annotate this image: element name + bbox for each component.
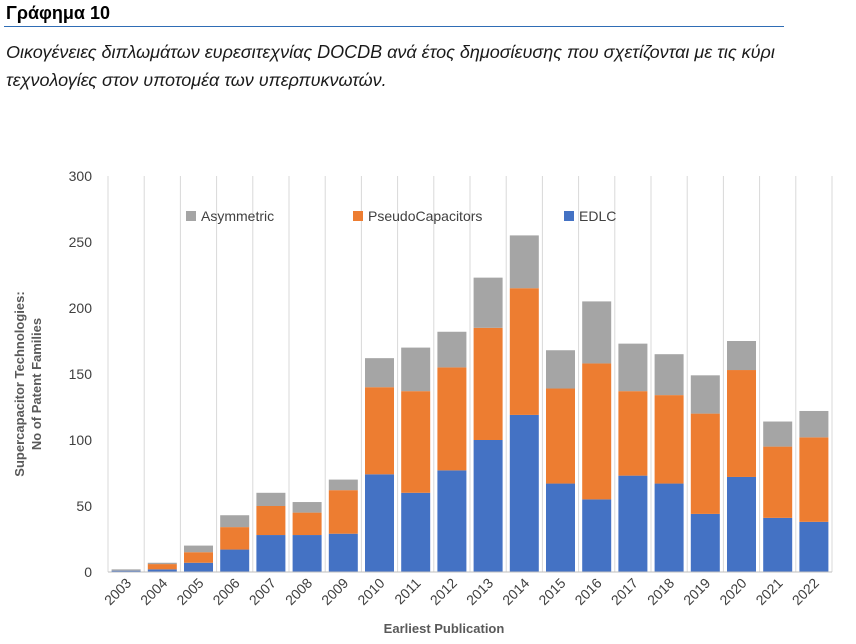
bar-edlc-2005 [184, 563, 213, 572]
x-tick-label-2013: 2013 [463, 575, 496, 608]
bar-edlc-2014 [510, 415, 539, 572]
bar-edlc-2006 [220, 550, 249, 572]
bar-edlc-2015 [546, 484, 575, 572]
bar-asymmetric-2021 [763, 422, 792, 447]
y-axis: 0 50 100 150 200 250 300 [69, 168, 93, 580]
legend-label-pseudocapacitors: PseudoCapacitors [368, 208, 482, 224]
bar-pseudocapacitors-2010 [365, 387, 394, 474]
bar-pseudocapacitors-2017 [618, 391, 647, 475]
bar-edlc-2021 [763, 518, 792, 572]
bar-asymmetric-2018 [655, 354, 684, 395]
x-tick-label-2018: 2018 [644, 575, 677, 608]
x-tick-label-2017: 2017 [608, 575, 641, 608]
y-axis-label-line-1: Supercapacitor Technologies: [12, 291, 27, 476]
legend-swatch-asymmetric [186, 211, 196, 221]
bar-asymmetric-2012 [437, 332, 466, 368]
bar-pseudocapacitors-2021 [763, 447, 792, 518]
bar-asymmetric-2017 [618, 344, 647, 392]
legend: Asymmetric PseudoCapacitors EDLC [186, 208, 616, 224]
x-tick-label-2021: 2021 [752, 575, 785, 608]
bar-pseudocapacitors-2015 [546, 389, 575, 484]
bar-edlc-2009 [329, 534, 358, 572]
legend-swatch-edlc [564, 211, 574, 221]
y-tick-label-200: 200 [69, 300, 93, 316]
bar-pseudocapacitors-2019 [691, 414, 720, 514]
bar-asymmetric-2006 [220, 515, 249, 527]
bar-edlc-2011 [401, 493, 430, 572]
y-tick-label-50: 50 [76, 498, 92, 514]
x-tick-label-2003: 2003 [101, 575, 134, 608]
bar-edlc-2019 [691, 514, 720, 572]
x-tick-label-2004: 2004 [137, 575, 170, 608]
bar-pseudocapacitors-2016 [582, 363, 611, 499]
bar-asymmetric-2003 [112, 569, 141, 570]
y-tick-label-150: 150 [69, 366, 93, 382]
x-tick-label-2009: 2009 [318, 575, 351, 608]
bar-edlc-2013 [474, 440, 503, 572]
x-tick-label-2011: 2011 [391, 575, 424, 608]
x-axis: 2003200420052006200720082009201020112012… [101, 572, 832, 608]
bar-pseudocapacitors-2018 [655, 395, 684, 483]
x-tick-label-2008: 2008 [282, 575, 315, 608]
bar-pseudocapacitors-2006 [220, 527, 249, 549]
bar-asymmetric-2019 [691, 375, 720, 413]
bar-edlc-2012 [437, 470, 466, 572]
y-tick-label-300: 300 [69, 168, 93, 184]
bar-pseudocapacitors-2009 [329, 490, 358, 534]
bar-edlc-2017 [618, 476, 647, 572]
bar-edlc-2016 [582, 499, 611, 572]
bar-pseudocapacitors-2014 [510, 288, 539, 415]
bar-asymmetric-2007 [256, 493, 285, 506]
legend-label-edlc: EDLC [579, 208, 616, 224]
bar-pseudocapacitors-2008 [293, 513, 322, 535]
x-tick-label-2012: 2012 [427, 575, 460, 608]
bar-asymmetric-2011 [401, 348, 430, 392]
bar-asymmetric-2020 [727, 341, 756, 370]
bar-asymmetric-2014 [510, 235, 539, 288]
bar-asymmetric-2008 [293, 502, 322, 513]
x-axis-label: Earliest Publication [384, 621, 505, 636]
legend-label-asymmetric: Asymmetric [201, 208, 274, 224]
bar-asymmetric-2013 [474, 278, 503, 328]
bar-edlc-2020 [727, 477, 756, 572]
y-tick-label-100: 100 [69, 432, 93, 448]
bar-pseudocapacitors-2004 [148, 564, 177, 569]
bar-asymmetric-2005 [184, 546, 213, 553]
bar-asymmetric-2010 [365, 358, 394, 387]
bar-pseudocapacitors-2007 [256, 506, 285, 535]
stacked-bar-chart: 050100150200250300 200320042005200620072… [0, 0, 856, 644]
bar-pseudocapacitors-2012 [437, 367, 466, 470]
bar-asymmetric-2015 [546, 350, 575, 388]
y-tick-label-250: 250 [69, 234, 93, 250]
x-tick-label-2010: 2010 [354, 575, 387, 608]
x-tick-label-2020: 2020 [716, 575, 749, 608]
x-tick-label-2022: 2022 [789, 575, 822, 608]
bar-asymmetric-2016 [582, 301, 611, 363]
bar-asymmetric-2004 [148, 563, 177, 564]
bar-edlc-2018 [655, 484, 684, 572]
x-tick-label-2005: 2005 [173, 575, 206, 608]
x-tick-label-2014: 2014 [499, 575, 532, 608]
bar-asymmetric-2009 [329, 480, 358, 491]
x-tick-label-2015: 2015 [535, 575, 568, 608]
bar-pseudocapacitors-2013 [474, 328, 503, 440]
bar-edlc-2007 [256, 535, 285, 572]
x-tick-label-2007: 2007 [246, 575, 279, 608]
bar-pseudocapacitors-2022 [799, 437, 828, 521]
bar-edlc-2010 [365, 474, 394, 572]
bar-pseudocapacitors-2011 [401, 391, 430, 493]
bar-asymmetric-2022 [799, 411, 828, 437]
bar-edlc-2022 [799, 522, 828, 572]
y-axis-label-line-2: No of Patent Families [29, 318, 44, 450]
legend-swatch-pseudocapacitors [353, 211, 363, 221]
bar-edlc-2008 [293, 535, 322, 572]
bar-pseudocapacitors-2020 [727, 370, 756, 477]
x-tick-label-2019: 2019 [680, 575, 713, 608]
x-tick-label-2006: 2006 [209, 575, 242, 608]
bar-pseudocapacitors-2005 [184, 552, 213, 563]
x-tick-label-2016: 2016 [571, 575, 604, 608]
y-tick-label-0: 0 [84, 564, 92, 580]
grid-lines [108, 176, 832, 572]
